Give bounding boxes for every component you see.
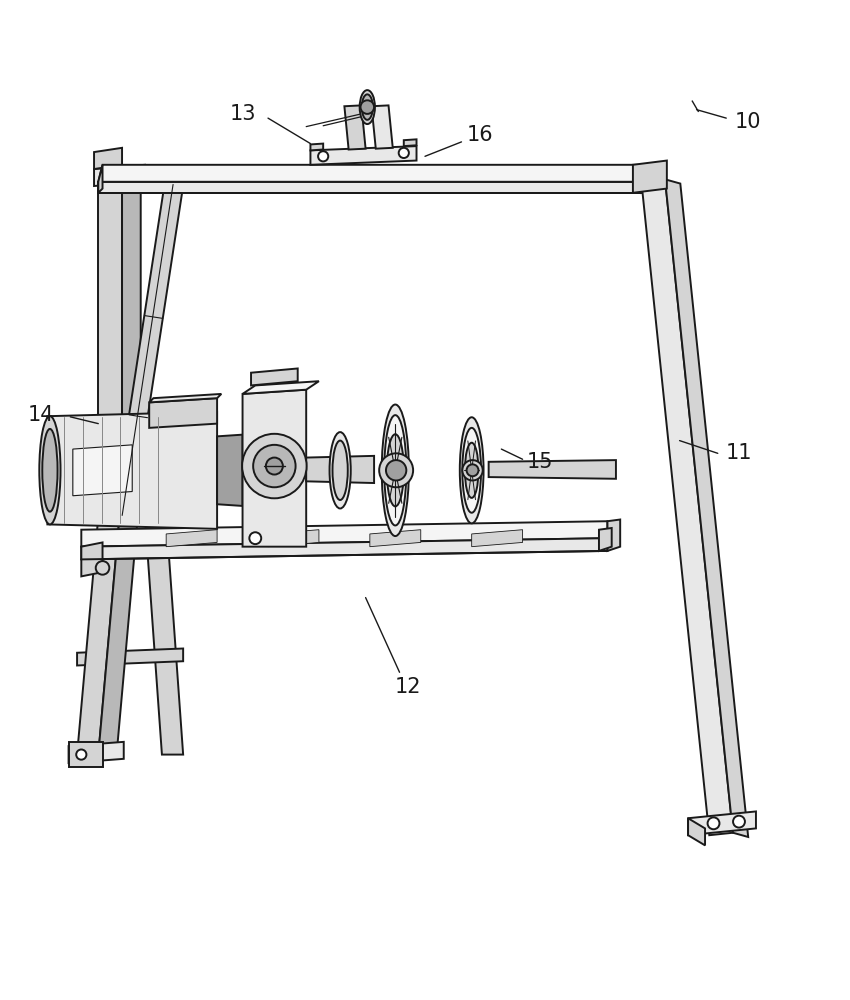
Polygon shape (99, 513, 139, 755)
Text: 15: 15 (526, 452, 552, 472)
Polygon shape (608, 520, 620, 551)
Polygon shape (122, 182, 141, 517)
Ellipse shape (330, 432, 351, 508)
Polygon shape (69, 742, 124, 763)
Polygon shape (145, 517, 183, 755)
Polygon shape (82, 542, 103, 576)
Polygon shape (150, 398, 217, 428)
Ellipse shape (382, 405, 409, 536)
Polygon shape (642, 165, 652, 193)
Circle shape (386, 460, 406, 480)
Circle shape (733, 816, 745, 828)
Polygon shape (472, 530, 523, 547)
Text: 11: 11 (726, 443, 752, 463)
Polygon shape (77, 649, 183, 665)
Circle shape (242, 434, 307, 498)
Polygon shape (310, 144, 323, 150)
Text: 12: 12 (394, 677, 422, 697)
Circle shape (462, 460, 483, 480)
Polygon shape (371, 105, 393, 149)
Ellipse shape (360, 90, 375, 124)
Polygon shape (306, 456, 374, 483)
Polygon shape (99, 165, 103, 193)
Polygon shape (73, 445, 133, 496)
Circle shape (266, 458, 283, 475)
Ellipse shape (362, 94, 373, 120)
Polygon shape (99, 182, 642, 193)
Ellipse shape (384, 415, 406, 525)
Polygon shape (688, 818, 705, 845)
Ellipse shape (387, 434, 404, 506)
Polygon shape (251, 368, 298, 385)
Circle shape (707, 817, 719, 829)
Polygon shape (82, 538, 608, 559)
Polygon shape (404, 139, 416, 146)
Polygon shape (99, 186, 122, 517)
Polygon shape (642, 179, 733, 835)
Ellipse shape (462, 428, 481, 513)
Text: 14: 14 (28, 405, 54, 425)
Polygon shape (633, 161, 667, 193)
Circle shape (467, 464, 479, 476)
Ellipse shape (332, 441, 348, 500)
Text: 16: 16 (467, 125, 494, 145)
Ellipse shape (42, 429, 58, 512)
Text: 10: 10 (734, 112, 761, 132)
Circle shape (76, 749, 87, 760)
Polygon shape (665, 179, 748, 837)
Polygon shape (489, 460, 616, 479)
Circle shape (253, 445, 296, 487)
Polygon shape (48, 412, 217, 529)
Ellipse shape (460, 417, 484, 523)
Polygon shape (370, 530, 421, 547)
Ellipse shape (39, 416, 60, 524)
Polygon shape (310, 146, 416, 165)
Polygon shape (77, 517, 120, 755)
Text: 13: 13 (230, 104, 256, 124)
Circle shape (360, 100, 374, 114)
Polygon shape (242, 390, 306, 547)
Polygon shape (150, 394, 221, 402)
Ellipse shape (465, 443, 479, 498)
Polygon shape (114, 183, 183, 517)
Circle shape (249, 532, 261, 544)
Polygon shape (82, 521, 608, 547)
Circle shape (399, 148, 409, 158)
Circle shape (96, 561, 110, 575)
Polygon shape (344, 105, 366, 150)
Polygon shape (69, 742, 103, 767)
Polygon shape (94, 148, 122, 169)
Polygon shape (166, 530, 217, 547)
Polygon shape (99, 165, 652, 182)
Polygon shape (242, 381, 319, 394)
Polygon shape (599, 528, 612, 551)
Circle shape (379, 453, 413, 487)
Polygon shape (94, 165, 145, 186)
Polygon shape (268, 530, 319, 547)
Polygon shape (688, 811, 756, 835)
Circle shape (318, 151, 328, 161)
Polygon shape (217, 435, 242, 506)
